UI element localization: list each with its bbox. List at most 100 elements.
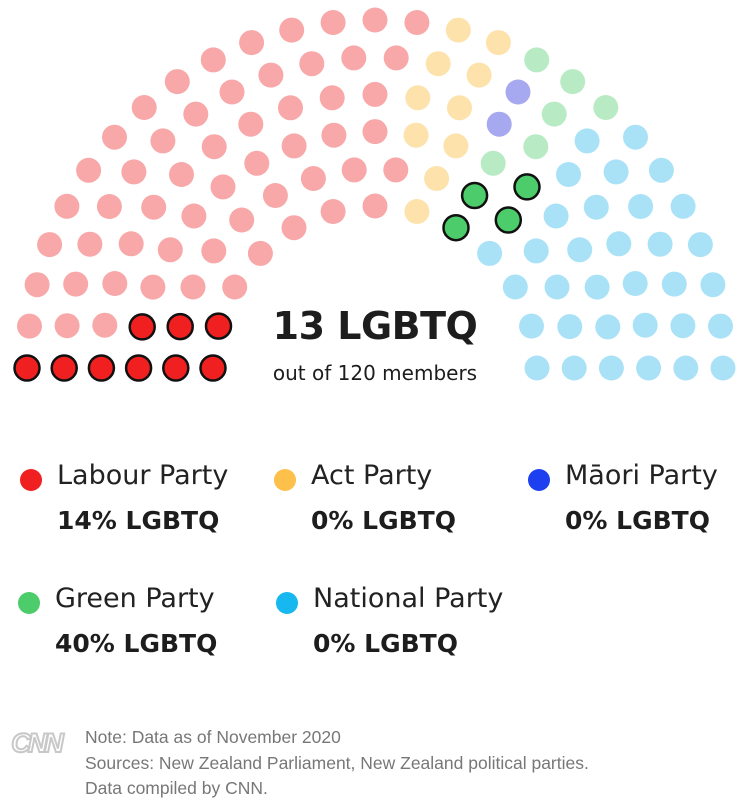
- seat-labour-party: [150, 128, 176, 154]
- seat-national-party: [603, 159, 629, 185]
- seat-national-party: [523, 238, 549, 264]
- seat-labour-party: [362, 81, 388, 107]
- seat-labour-party: [96, 194, 122, 219]
- seat-national-party: [598, 355, 624, 381]
- seat-labour-party: [319, 85, 345, 111]
- seat-national-party: [584, 274, 610, 300]
- legend-labour-pct: 14% LGBTQ: [57, 506, 220, 535]
- seat-national-party: [647, 231, 673, 257]
- seat-act-party: [403, 122, 429, 148]
- seat-labour-party: [180, 274, 206, 300]
- seat-labour-party: [258, 62, 284, 88]
- seat-labour-party: [262, 183, 288, 208]
- seat-labour-party-lgbtq: [162, 354, 190, 382]
- seat-m-ori-party: [486, 111, 512, 137]
- seat-labour-party: [244, 150, 270, 176]
- seat-labour-party: [77, 231, 103, 257]
- seat-act-party: [445, 17, 471, 43]
- seat-national-party: [632, 312, 658, 338]
- seat-labour-party: [341, 157, 367, 183]
- seat-green-party-lgbtq: [442, 213, 470, 242]
- seat-national-party: [556, 162, 581, 187]
- maori-swatch: [528, 469, 550, 491]
- seat-act-party: [405, 85, 431, 111]
- seat-green-party-lgbtq: [513, 173, 541, 201]
- seat-labour-party: [362, 193, 388, 219]
- seat-labour-party: [362, 119, 388, 145]
- seat-labour-party: [320, 10, 346, 35]
- seat-labour-party: [54, 313, 80, 339]
- seat-green-party: [593, 95, 619, 120]
- seat-labour-party: [219, 79, 245, 105]
- seat-act-party: [404, 199, 430, 224]
- seat-labour-party: [341, 45, 367, 71]
- seat-national-party: [477, 240, 503, 266]
- footer-note: Note: Data as of November 2020: [85, 727, 341, 747]
- seat-labour-party: [181, 203, 207, 229]
- seat-labour-party: [183, 101, 209, 127]
- seat-labour-party: [37, 232, 63, 258]
- seat-labour-party: [164, 69, 190, 95]
- seat-national-party: [648, 157, 674, 183]
- seat-labour-party: [281, 133, 307, 159]
- seat-labour-party-lgbtq: [124, 354, 153, 382]
- seat-labour-party: [24, 272, 50, 298]
- seat-labour-party: [321, 122, 347, 148]
- seat-labour-party: [157, 237, 183, 263]
- seat-green-party: [524, 47, 550, 73]
- seat-national-party: [567, 237, 593, 263]
- seat-labour-party: [201, 238, 227, 264]
- seat-labour-party-lgbtq: [199, 354, 227, 382]
- legend-maori-name: Māori Party: [565, 460, 718, 491]
- seat-labour-party: [281, 215, 307, 241]
- legend-green-pct: 40% LGBTQ: [55, 629, 218, 658]
- seat-labour-party: [278, 95, 303, 121]
- footer-notes: Note: Data as of November 2020 Sources: …: [85, 725, 589, 802]
- seat-national-party: [687, 232, 713, 258]
- seat-labour-party: [102, 271, 128, 296]
- seat-labour-party: [118, 231, 144, 257]
- seat-m-ori-party: [505, 79, 531, 105]
- seat-labour-party: [222, 274, 248, 300]
- legend-maori-pct: 0% LGBTQ: [565, 506, 710, 535]
- seat-labour-party: [200, 47, 226, 73]
- members-total-label: out of 120 members: [272, 361, 478, 385]
- seat-national-party: [636, 355, 662, 381]
- seat-labour-party: [141, 194, 167, 220]
- seat-green-party-lgbtq: [494, 206, 523, 234]
- legend-national-pct: 0% LGBTQ: [313, 629, 458, 658]
- seat-national-party: [502, 274, 528, 300]
- seat-labour-party: [238, 111, 264, 137]
- footer-compiled: Data compiled by CNN.: [85, 778, 268, 798]
- seat-green-party: [560, 69, 586, 95]
- seat-labour-party: [247, 240, 273, 266]
- seat-act-party: [425, 51, 451, 77]
- seat-national-party: [708, 313, 733, 339]
- seat-national-party: [544, 274, 570, 300]
- seat-labour-party: [383, 45, 409, 71]
- seat-labour-party: [76, 157, 102, 183]
- legend-green-name: Green Party: [55, 583, 215, 614]
- legend-act-name: Act Party: [311, 460, 433, 491]
- seat-labour-party-lgbtq: [166, 312, 194, 341]
- seat-labour-party-lgbtq: [50, 354, 78, 382]
- footer-sources: Sources: New Zealand Parliament, New Zea…: [85, 752, 589, 773]
- seat-labour-party: [279, 17, 305, 43]
- legend-labour-name: Labour Party: [57, 460, 229, 491]
- seat-labour-party: [140, 274, 166, 300]
- seat-national-party: [670, 313, 696, 339]
- seat-labour-party: [169, 162, 194, 187]
- seat-labour-party-lgbtq: [204, 312, 233, 340]
- cnn-logo-text: CNN: [11, 728, 64, 757]
- seat-labour-party: [17, 313, 42, 339]
- seat-act-party: [466, 62, 492, 88]
- seat-national-party: [623, 124, 648, 150]
- seat-labour-party: [92, 312, 118, 338]
- national-swatch: [276, 592, 298, 614]
- seat-labour-party: [131, 95, 157, 120]
- seat-labour-party-lgbtq: [87, 354, 116, 382]
- seat-national-party: [700, 272, 726, 298]
- seat-green-party: [523, 134, 549, 160]
- seat-national-party: [574, 128, 600, 154]
- seat-national-party: [622, 271, 648, 296]
